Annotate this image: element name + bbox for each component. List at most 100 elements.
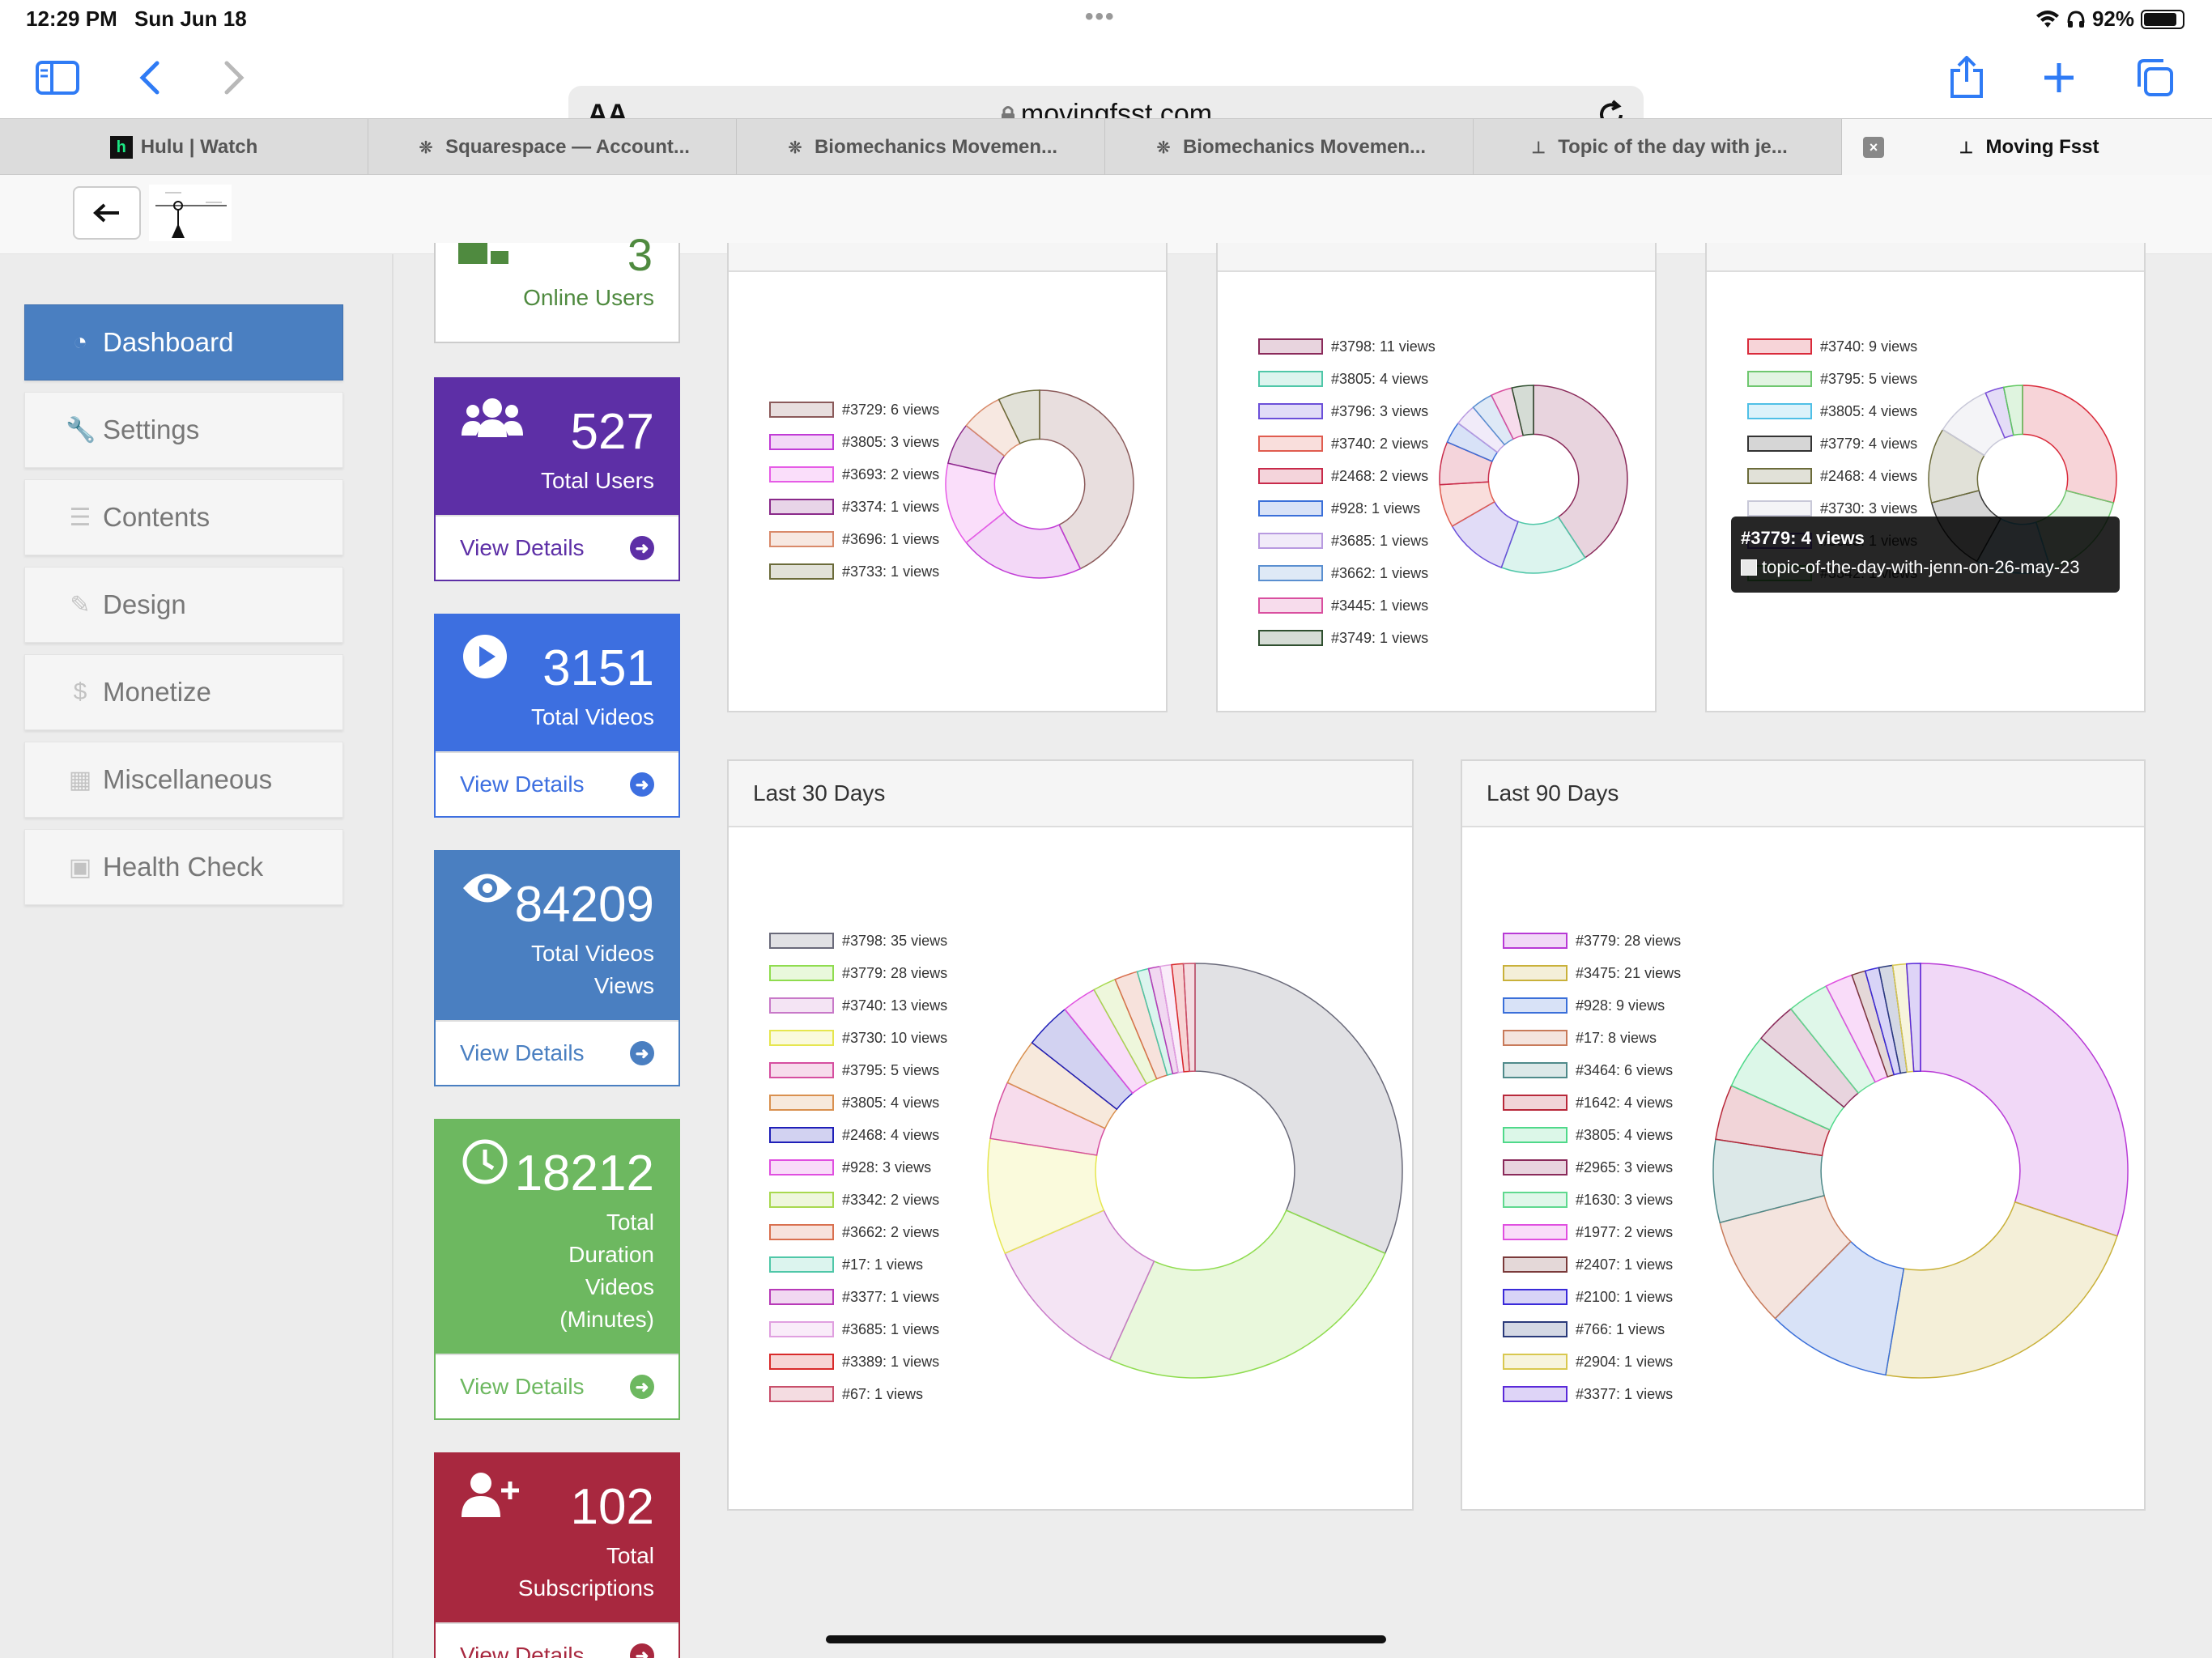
sidebar-item-health-check[interactable]: ▣ Health Check	[24, 829, 343, 905]
legend-item[interactable]: #3374: 1 views	[769, 491, 949, 523]
legend-item[interactable]: #3805: 4 views	[1747, 395, 1927, 427]
total-subscriptions-view-details[interactable]: View Details ➜	[436, 1622, 678, 1658]
legend-item[interactable]: #3685: 1 views	[769, 1313, 972, 1346]
doughnut-slice[interactable]	[1885, 1201, 2118, 1379]
total-users-view-details[interactable]: View Details ➜	[436, 515, 678, 580]
legend-item[interactable]: #3389: 1 views	[769, 1346, 972, 1378]
total-videos-view-details[interactable]: View Details ➜	[436, 751, 678, 816]
legend-item[interactable]: #3475: 21 views	[1503, 957, 1705, 989]
doughnut-slice[interactable]	[1039, 389, 1134, 570]
legend-item[interactable]: #3729: 6 views	[769, 393, 949, 426]
legend-swatch	[769, 1159, 834, 1175]
total-duration-view-details[interactable]: View Details ➜	[436, 1354, 678, 1418]
legend-item[interactable]: #2407: 1 views	[1503, 1248, 1705, 1281]
legend-item[interactable]: #3740: 13 views	[769, 989, 972, 1022]
browser-tab-1[interactable]: h Hulu | Watch	[0, 119, 368, 176]
doughnut-slice[interactable]	[965, 511, 1082, 579]
legend-item[interactable]: #1642: 4 views	[1503, 1086, 1705, 1119]
legend-item[interactable]: #3796: 3 views	[1258, 395, 1440, 427]
sidebar-item-miscellaneous[interactable]: ▦ Miscellaneous	[24, 742, 343, 818]
doughnut-slice[interactable]	[1511, 385, 1534, 436]
legend-item[interactable]: #3730: 3 views	[1747, 492, 1927, 525]
legend-item[interactable]: #17: 1 views	[769, 1248, 972, 1281]
legend-item[interactable]: #3662: 2 views	[769, 1216, 972, 1248]
legend-item[interactable]: #928: 3 views	[769, 1151, 972, 1184]
doughnut-slice[interactable]	[1182, 963, 1196, 1073]
legend-item[interactable]: #1977: 2 views	[1503, 1216, 1705, 1248]
tab-close-icon[interactable]: ×	[1863, 137, 1884, 158]
legend-item[interactable]: #1630: 3 views	[1503, 1184, 1705, 1216]
doughnut-slice[interactable]	[1905, 963, 1921, 1073]
sidebar-item-contents[interactable]: ☰ Contents	[24, 479, 343, 555]
legend-item[interactable]: #928: 9 views	[1503, 989, 1705, 1022]
legend-item[interactable]: #3377: 1 views	[769, 1281, 972, 1313]
site-logo[interactable]	[149, 185, 232, 241]
forward-chevron-icon[interactable]	[206, 52, 262, 104]
doughnut-slice[interactable]	[2002, 385, 2023, 436]
legend-swatch	[769, 1192, 834, 1208]
legend-item[interactable]: #3805: 3 views	[769, 426, 949, 458]
browser-tab-2[interactable]: ❊ Squarespace — Account...	[368, 119, 737, 176]
legend-item[interactable]: #2100: 1 views	[1503, 1281, 1705, 1313]
browser-tab-6[interactable]: × ⊥ Moving Fsst	[1842, 119, 2212, 176]
legend-item[interactable]: #2468: 2 views	[1258, 460, 1440, 492]
legend-item[interactable]: #17: 8 views	[1503, 1022, 1705, 1054]
browser-tab-4[interactable]: ❊ Biomechanics Movemen...	[1105, 119, 1474, 176]
legend-item[interactable]: #2468: 4 views	[1747, 460, 1927, 492]
legend-item[interactable]: #3795: 5 views	[769, 1054, 972, 1086]
legend-item[interactable]: #3798: 11 views	[1258, 330, 1440, 363]
legend-item[interactable]: #3795: 5 views	[1747, 363, 1927, 395]
doughnut-slice[interactable]	[1194, 963, 1403, 1255]
doughnut-slice[interactable]	[1920, 963, 2129, 1237]
legend-item[interactable]: #3730: 10 views	[769, 1022, 972, 1054]
legend-item[interactable]: #3696: 1 views	[769, 523, 949, 555]
legend-item[interactable]: #3805: 4 views	[1258, 363, 1440, 395]
doughnut-slice[interactable]	[1533, 385, 1628, 559]
legend-item[interactable]: #928: 1 views	[1258, 492, 1440, 525]
legend-item[interactable]: #2468: 4 views	[769, 1119, 972, 1151]
tabs-overview-icon[interactable]	[2126, 52, 2183, 104]
page-back-button[interactable]	[73, 186, 141, 240]
legend-item[interactable]: #3662: 1 views	[1258, 557, 1440, 589]
legend-item[interactable]: #3342: 2 views	[769, 1184, 972, 1216]
new-tab-plus-icon[interactable]	[2031, 52, 2087, 104]
legend-item[interactable]: #3740: 2 views	[1258, 427, 1440, 460]
doughnut-slice[interactable]	[1004, 1209, 1155, 1361]
browser-tab-5[interactable]: ⊥ Topic of the day with je...	[1474, 119, 1842, 176]
legend-item[interactable]: #3740: 9 views	[1747, 330, 1927, 363]
share-icon[interactable]	[1938, 52, 1995, 104]
doughnut-slice[interactable]	[1108, 1209, 1386, 1379]
total-video-views-view-details[interactable]: View Details ➜	[436, 1020, 678, 1085]
legend-item[interactable]: #2904: 1 views	[1503, 1346, 1705, 1378]
legend-item[interactable]: #3733: 1 views	[769, 555, 949, 588]
legend-item[interactable]: #3464: 6 views	[1503, 1054, 1705, 1086]
sidebar-item-label: Design	[103, 589, 186, 619]
sidebar-toggle-icon[interactable]	[29, 52, 86, 104]
doughnut-slice[interactable]	[998, 389, 1040, 444]
legend-item[interactable]: #3445: 1 views	[1258, 589, 1440, 622]
home-indicator[interactable]	[826, 1635, 1386, 1643]
legend-item[interactable]: #3685: 1 views	[1258, 525, 1440, 557]
legend-item[interactable]: #3779: 4 views	[1747, 427, 1927, 460]
legend-item[interactable]: #3693: 2 views	[769, 458, 949, 491]
legend-item[interactable]: #3798: 35 views	[769, 925, 972, 957]
doughnut-slice[interactable]	[2022, 385, 2117, 504]
sidebar-item-design[interactable]: ✎ Design	[24, 567, 343, 643]
browser-tab-3[interactable]: ❊ Biomechanics Movemen...	[737, 119, 1105, 176]
legend-item[interactable]: #766: 1 views	[1503, 1313, 1705, 1346]
multitask-dots[interactable]: •••	[1085, 3, 1116, 30]
legend-label: #3805: 4 views	[1576, 1126, 1674, 1143]
legend-item[interactable]: #3779: 28 views	[769, 957, 972, 989]
legend-label: #3685: 1 views	[1331, 532, 1429, 549]
legend-item[interactable]: #3805: 4 views	[769, 1086, 972, 1119]
legend-item[interactable]: #3805: 4 views	[1503, 1119, 1705, 1151]
legend-item[interactable]: #3377: 1 views	[1503, 1378, 1705, 1410]
back-chevron-icon[interactable]	[121, 52, 178, 104]
sidebar-item-settings[interactable]: 🔧 Settings	[24, 392, 343, 468]
legend-item[interactable]: #3779: 28 views	[1503, 925, 1705, 957]
legend-item[interactable]: #3749: 1 views	[1258, 622, 1440, 654]
sidebar-item-dashboard[interactable]: ◔ Dashboard	[24, 304, 343, 380]
legend-item[interactable]: #67: 1 views	[769, 1378, 972, 1410]
sidebar-item-monetize[interactable]: $ Monetize	[24, 654, 343, 730]
legend-item[interactable]: #2965: 3 views	[1503, 1151, 1705, 1184]
